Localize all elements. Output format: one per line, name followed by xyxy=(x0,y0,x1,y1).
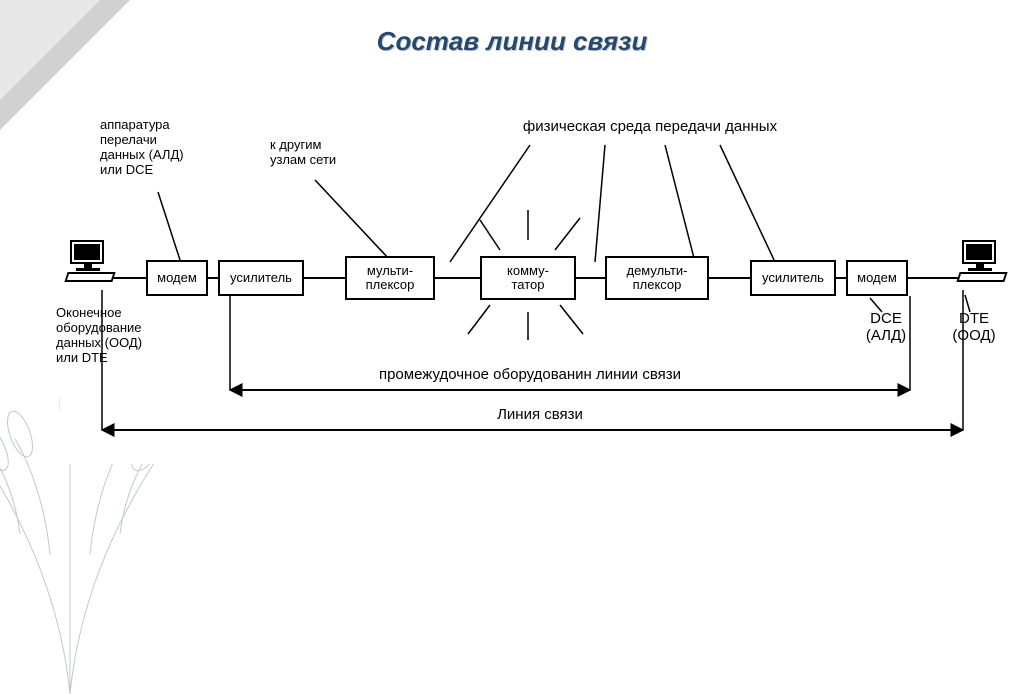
slide-title: Состав линии связи xyxy=(0,26,1024,57)
block-amp-left: усилитель xyxy=(218,260,304,296)
label-right-dte: DTE (ООД) xyxy=(942,310,1006,345)
block-modem-right: модем xyxy=(846,260,908,296)
block-mux: мульти- плексор xyxy=(345,256,435,300)
label-physical-medium: физическая среда передачи данных xyxy=(480,118,820,135)
label-to-other-nodes: к другим узлам сети xyxy=(270,138,336,168)
computer-left-icon xyxy=(66,240,114,282)
block-demux: демульти- плексор xyxy=(605,256,709,300)
block-amp-right: усилитель xyxy=(750,260,836,296)
diagram: модем усилитель мульти- плексор комму- т… xyxy=(60,90,1024,464)
label-right-dce: DCE (АЛД) xyxy=(856,310,916,345)
block-modem-left: модем xyxy=(146,260,208,296)
label-intermediate-equipment: промежудочное оборудованин линии связи xyxy=(290,366,770,383)
label-link-line: Линия связи xyxy=(440,406,640,423)
label-apd-dce: аппаратура перелачи данных (АЛД) или DCE xyxy=(100,118,184,178)
block-switch: комму- татор xyxy=(480,256,576,300)
label-left-terminal: Оконечное оборудование данных (ООД) или … xyxy=(56,306,142,366)
computer-right-icon xyxy=(958,240,1006,282)
